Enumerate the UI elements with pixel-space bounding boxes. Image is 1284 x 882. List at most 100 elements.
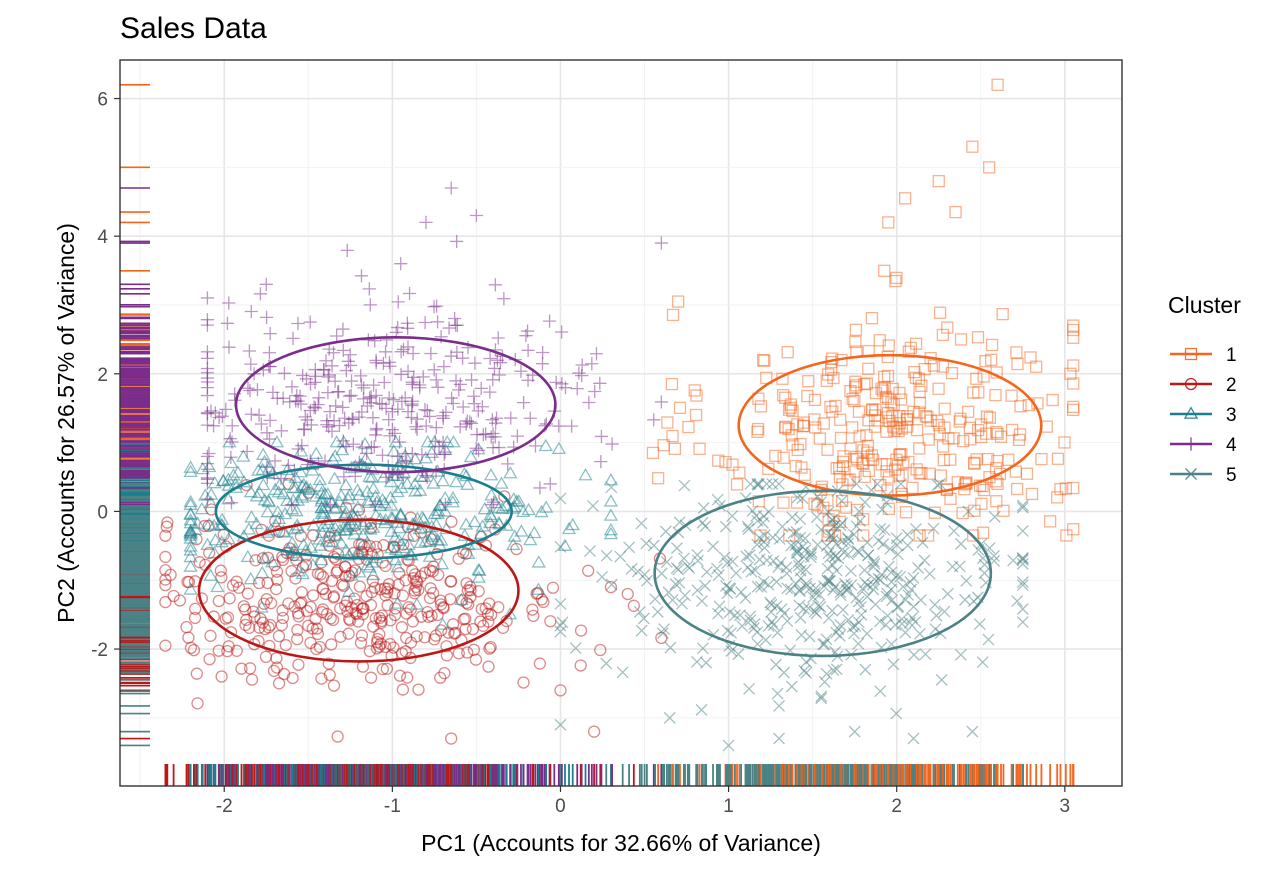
data-point <box>603 494 619 507</box>
data-point <box>327 471 342 484</box>
data-point <box>853 430 866 443</box>
data-point <box>183 582 198 595</box>
data-point <box>834 618 847 631</box>
data-point <box>277 525 292 538</box>
data-point <box>846 392 859 406</box>
data-point <box>647 413 661 427</box>
data-point <box>773 732 785 745</box>
data-point <box>849 323 863 336</box>
data-point <box>936 360 950 373</box>
data-point <box>222 296 236 310</box>
data-point <box>815 523 828 536</box>
data-point <box>811 490 824 503</box>
data-point <box>1040 420 1053 433</box>
data-point <box>616 666 629 679</box>
data-point <box>469 208 484 223</box>
data-point <box>180 620 193 634</box>
data-point <box>264 618 277 632</box>
data-point <box>337 470 351 484</box>
data-point <box>308 401 323 415</box>
data-point <box>638 568 651 581</box>
legend-label: 5 <box>1226 465 1237 486</box>
data-point <box>340 519 355 533</box>
data-point <box>776 520 789 533</box>
data-point <box>848 627 860 640</box>
data-point <box>594 643 607 657</box>
data-point <box>219 402 233 416</box>
data-point <box>224 450 238 464</box>
data-point <box>355 528 371 541</box>
data-point <box>243 571 258 585</box>
data-point <box>800 656 813 668</box>
data-point <box>633 606 646 618</box>
data-point <box>374 583 387 596</box>
data-point <box>718 551 731 564</box>
data-point <box>337 523 352 536</box>
data-point <box>927 522 940 535</box>
data-point <box>437 360 451 374</box>
data-point <box>458 517 474 530</box>
data-point <box>434 671 447 684</box>
data-point <box>339 363 353 378</box>
data-point <box>890 532 903 545</box>
data-point <box>523 411 537 425</box>
data-point <box>208 533 223 546</box>
data-point <box>338 518 353 531</box>
data-point <box>830 663 843 676</box>
data-point <box>483 385 497 399</box>
data-point <box>510 429 524 443</box>
data-point <box>720 579 732 592</box>
data-point <box>859 496 871 509</box>
data-point <box>200 537 215 551</box>
data-point <box>329 553 342 566</box>
data-point <box>912 561 925 574</box>
data-point <box>212 410 226 425</box>
data-point <box>365 555 380 568</box>
data-point <box>542 314 557 328</box>
data-point <box>225 435 239 449</box>
data-point <box>183 559 198 572</box>
data-point <box>160 520 173 533</box>
data-point <box>444 391 459 405</box>
data-point <box>913 627 926 640</box>
data-point <box>821 529 834 542</box>
data-point <box>279 639 292 652</box>
data-point <box>868 420 882 433</box>
data-point <box>391 320 405 335</box>
x-tick-label: -2 <box>216 796 233 817</box>
data-point <box>424 346 438 361</box>
data-point <box>239 618 252 632</box>
data-point <box>393 567 406 580</box>
data-point <box>625 562 638 575</box>
data-point <box>254 417 268 431</box>
data-point <box>250 383 265 397</box>
data-point <box>260 426 274 440</box>
data-point <box>387 540 400 553</box>
data-point <box>216 473 231 487</box>
data-point <box>369 353 383 368</box>
data-point <box>412 683 425 696</box>
data-point <box>735 586 748 598</box>
data-point <box>932 418 946 432</box>
data-point <box>483 468 499 481</box>
data-point <box>434 533 449 546</box>
data-point <box>484 509 499 523</box>
data-point <box>330 329 344 343</box>
data-point <box>362 391 377 405</box>
data-point <box>452 383 466 397</box>
data-point <box>785 680 798 693</box>
ellipse-cluster-3 <box>214 463 514 560</box>
data-point <box>457 466 472 480</box>
legend-title: Cluster <box>1168 292 1241 318</box>
data-point <box>600 657 613 670</box>
legend-label: 1 <box>1226 345 1237 366</box>
data-point <box>1067 319 1080 332</box>
data-point <box>214 518 230 531</box>
data-point <box>407 529 420 543</box>
data-point <box>429 373 443 387</box>
data-point <box>384 498 399 511</box>
data-point <box>405 398 419 413</box>
data-point <box>751 626 764 639</box>
data-point <box>843 473 856 486</box>
series-cluster-3 <box>183 434 619 630</box>
